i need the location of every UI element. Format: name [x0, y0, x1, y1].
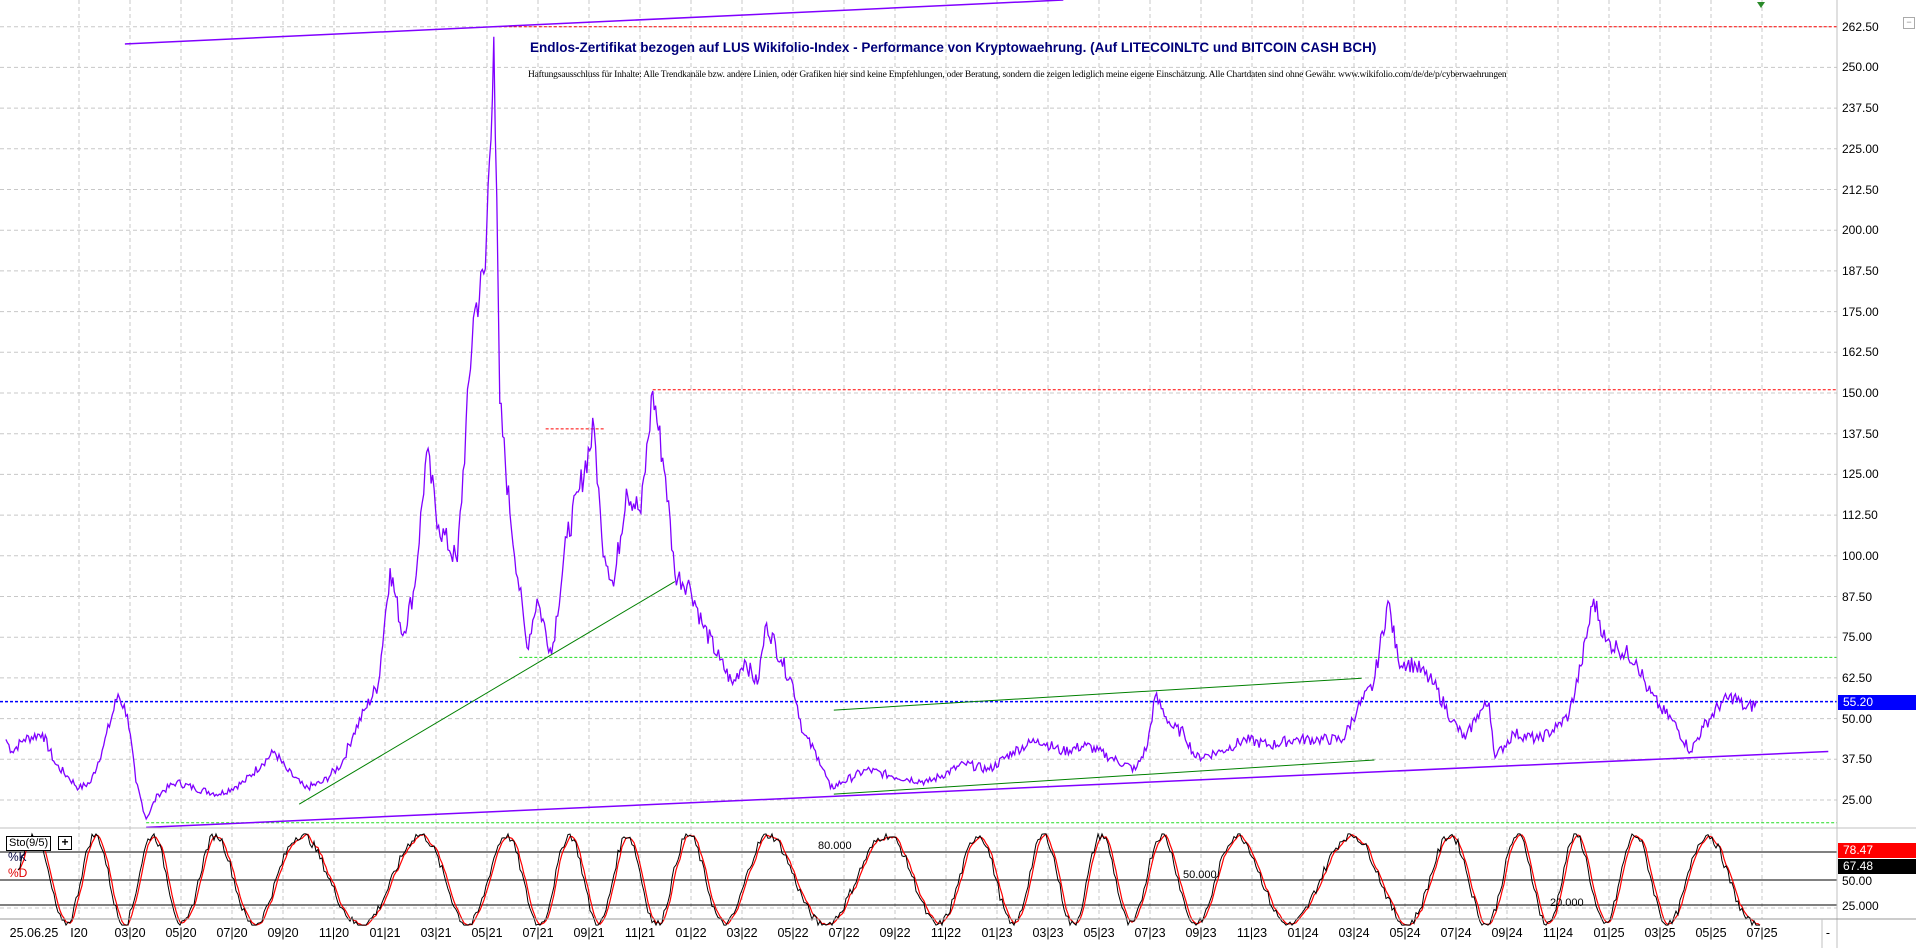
x-tick-label: 11|24	[1542, 926, 1574, 940]
x-tick-label: 05|21	[471, 926, 503, 940]
x-tick-label: 05|22	[777, 926, 809, 940]
x-tick-label: 01|23	[981, 926, 1013, 940]
level-50-label: 50.000	[1183, 869, 1217, 881]
collapse-icon[interactable]: −	[1903, 17, 1915, 29]
current-date-label: 25.06.25	[9, 926, 59, 940]
y-tick-label: 150.00	[1842, 386, 1879, 400]
level-80-label: 80.000	[818, 840, 852, 852]
x-tick-label: 09|24	[1491, 926, 1523, 940]
x-tick-label: 01|24	[1287, 926, 1319, 940]
x-tick-label: 09|22	[879, 926, 911, 940]
x-tick-label: 09|20	[267, 926, 299, 940]
y-tick-label: 87.50	[1842, 589, 1873, 604]
chart-title: Endlos-Zertifikat bezogen auf LUS Wikifo…	[530, 40, 1377, 55]
purple-trendline	[146, 750, 1829, 829]
price-series	[5, 36, 1759, 821]
x-tick-label: 11|21	[624, 926, 656, 940]
level-20-label: 20.000	[1550, 897, 1584, 909]
plus-icon[interactable]: +	[58, 836, 72, 850]
y-tick-label: 37.50	[1842, 752, 1873, 767]
axis-end-label: -	[1825, 926, 1831, 940]
d-value-tag: 78.47	[1838, 843, 1916, 858]
y-tick-label: 62.50	[1842, 670, 1873, 685]
x-tick-label: 01|25	[1593, 926, 1625, 940]
x-tick-label: 11|20	[318, 926, 350, 940]
x-tick-label: 09|21	[573, 926, 605, 940]
x-tick-label: 11|22	[930, 926, 962, 940]
y-tick-label: 187.50	[1842, 263, 1879, 278]
y-tick-label: 75.00	[1842, 630, 1873, 645]
x-tick-label: 05|20	[165, 926, 197, 940]
trendlines	[124, 0, 1829, 829]
x-tick-label: 03|24	[1338, 926, 1370, 940]
horizontal-levels	[0, 26, 1837, 824]
x-tick-label: 03|25	[1644, 926, 1676, 940]
x-tick-label: 03|21	[420, 926, 452, 940]
d-legend: %D	[8, 866, 28, 880]
stoch-k-line	[17, 832, 1760, 927]
y-tick-label: 262.50	[1842, 19, 1879, 34]
stochastic-panel	[0, 832, 1837, 927]
y-tick-label: 162.50	[1842, 345, 1879, 360]
x-tick-label: 07|22	[828, 926, 860, 940]
x-tick-label: 07|21	[522, 926, 554, 940]
y-tick-label: 212.50	[1842, 182, 1879, 197]
k-legend: %K	[8, 850, 27, 864]
purple-trendline	[124, 0, 1064, 45]
x-tick-label: 05|24	[1389, 926, 1421, 940]
x-tick-label: I20	[70, 926, 88, 940]
y-tick-label: 25.00	[1842, 793, 1873, 807]
x-tick-label: 11|23	[1236, 926, 1268, 940]
green-trendline	[833, 759, 1375, 795]
x-tick-label: 01|22	[675, 926, 707, 940]
marker-triangle-icon	[1757, 2, 1765, 8]
y-tick-label: 100.00	[1842, 548, 1879, 563]
y-tick-label: 50.00	[1842, 711, 1873, 726]
y-tick-label: 112.50	[1842, 508, 1878, 523]
y-tick-label: 175.00	[1842, 304, 1879, 319]
stoch-tick-25: 25.000	[1842, 899, 1879, 913]
x-tick-label: 07|25	[1746, 926, 1778, 940]
x-tick-label: 01|21	[369, 926, 401, 940]
grid	[0, 0, 1837, 919]
y-tick-label: 225.00	[1842, 141, 1879, 156]
x-tick-label: 09|23	[1185, 926, 1217, 940]
y-tick-label: 250.00	[1842, 60, 1879, 75]
stochastic-label[interactable]: Sto(9/5)	[6, 836, 52, 851]
green-trendline	[833, 677, 1362, 711]
x-tick-label: 05|23	[1083, 926, 1115, 940]
k-value-tag: 67.48	[1838, 859, 1916, 874]
stoch-tick-50: 50.00	[1842, 874, 1873, 888]
x-tick-label: 05|25	[1695, 926, 1727, 940]
last-price-tag: 55.20	[1838, 695, 1916, 710]
disclaimer: Haftungsausschluss für Inhalte: Alle Tre…	[528, 70, 1507, 80]
x-tick-label: 03|20	[114, 926, 146, 940]
x-tick-label: 07|24	[1440, 926, 1472, 940]
x-tick-label: 07|23	[1134, 926, 1166, 940]
y-tick-label: 237.50	[1842, 101, 1879, 116]
y-tick-label: 125.00	[1842, 467, 1879, 482]
y-tick-label: 137.50	[1842, 426, 1879, 441]
x-tick-label: 07|20	[216, 926, 248, 940]
x-tick-label: 03|22	[726, 926, 758, 940]
green-trendline	[298, 581, 676, 805]
price-line	[5, 36, 1759, 821]
y-tick-label: 200.00	[1842, 223, 1879, 238]
x-tick-label: 03|23	[1032, 926, 1064, 940]
